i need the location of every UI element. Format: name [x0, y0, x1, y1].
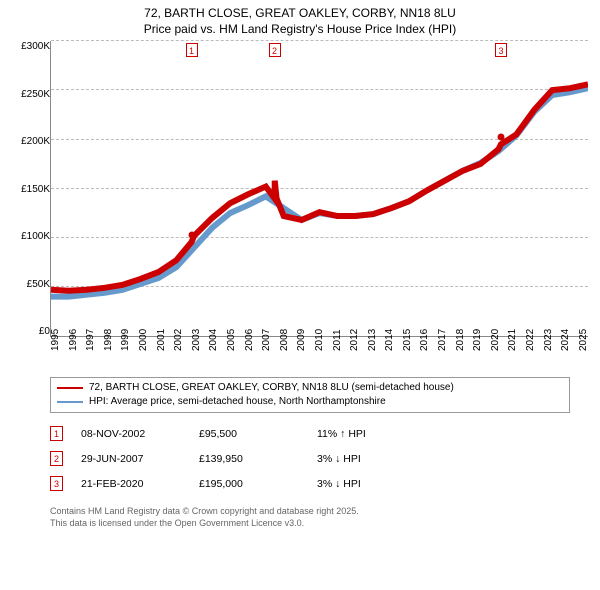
sale-row: 2 29-JUN-2007 £139,950 3% ↓ HPI	[50, 446, 590, 471]
sale-row: 3 21-FEB-2020 £195,000 3% ↓ HPI	[50, 471, 590, 496]
sale-row-marker: 1	[50, 426, 63, 441]
legend-row: HPI: Average price, semi-detached house,…	[57, 395, 563, 409]
footer-attribution: Contains HM Land Registry data © Crown c…	[50, 506, 590, 529]
sale-marker: 3	[495, 43, 507, 57]
sale-marker: 1	[186, 43, 198, 57]
sale-dot	[188, 232, 195, 239]
sale-row-price: £139,950	[199, 453, 299, 465]
y-axis-labels: £300K £250K £200K £150K £100K £50K £0	[10, 41, 50, 337]
sale-row-date: 21-FEB-2020	[81, 478, 181, 490]
series-price_paid	[51, 84, 588, 291]
sale-row-delta: 3% ↓ HPI	[317, 453, 407, 465]
sale-dot	[271, 188, 278, 195]
sale-row-marker: 2	[50, 451, 63, 466]
x-axis-labels: 1995199619971998199920002001200220032004…	[50, 337, 588, 371]
sale-row: 1 08-NOV-2002 £95,500 11% ↑ HPI	[50, 421, 590, 446]
y-tick-label: £150K	[10, 184, 50, 195]
sale-row-price: £95,500	[199, 428, 299, 440]
legend-row: 72, BARTH CLOSE, GREAT OAKLEY, CORBY, NN…	[57, 381, 563, 395]
x-tick-label: 2025	[578, 341, 600, 351]
sale-row-date: 08-NOV-2002	[81, 428, 181, 440]
sale-row-price: £195,000	[199, 478, 299, 490]
footer-line1: Contains HM Land Registry data © Crown c…	[50, 506, 590, 518]
footer-line2: This data is licensed under the Open Gov…	[50, 518, 590, 530]
legend-swatch	[57, 401, 83, 403]
y-tick-label: £250K	[10, 89, 50, 100]
sales-table: 1 08-NOV-2002 £95,500 11% ↑ HPI 2 29-JUN-2007…	[50, 421, 590, 496]
y-tick-label: £200K	[10, 136, 50, 147]
y-tick-label: £0	[10, 326, 50, 337]
sale-marker: 2	[269, 43, 281, 57]
chart-title: 72, BARTH CLOSE, GREAT OAKLEY, CORBY, NN…	[10, 6, 590, 37]
sale-row-delta: 3% ↓ HPI	[317, 478, 407, 490]
title-line1: 72, BARTH CLOSE, GREAT OAKLEY, CORBY, NN…	[10, 6, 590, 22]
chart-area: £300K £250K £200K £150K £100K £50K £0 1 2 3 1995…	[10, 41, 590, 371]
legend-swatch	[57, 387, 83, 389]
series-hpi	[51, 88, 588, 296]
plot-area: 1 2 3	[50, 41, 588, 337]
y-tick-label: £50K	[10, 279, 50, 290]
title-line2: Price paid vs. HM Land Registry's House …	[10, 22, 590, 38]
legend-label: HPI: Average price, semi-detached house,…	[89, 395, 386, 409]
legend-label: 72, BARTH CLOSE, GREAT OAKLEY, CORBY, NN…	[89, 381, 454, 395]
y-tick-label: £300K	[10, 41, 50, 52]
sale-row-date: 29-JUN-2007	[81, 453, 181, 465]
sale-dot	[498, 134, 505, 141]
line-svg	[51, 41, 588, 336]
legend: 72, BARTH CLOSE, GREAT OAKLEY, CORBY, NN…	[50, 377, 570, 413]
sale-row-delta: 11% ↑ HPI	[317, 428, 407, 440]
y-tick-label: £100K	[10, 231, 50, 242]
sale-row-marker: 3	[50, 476, 63, 491]
